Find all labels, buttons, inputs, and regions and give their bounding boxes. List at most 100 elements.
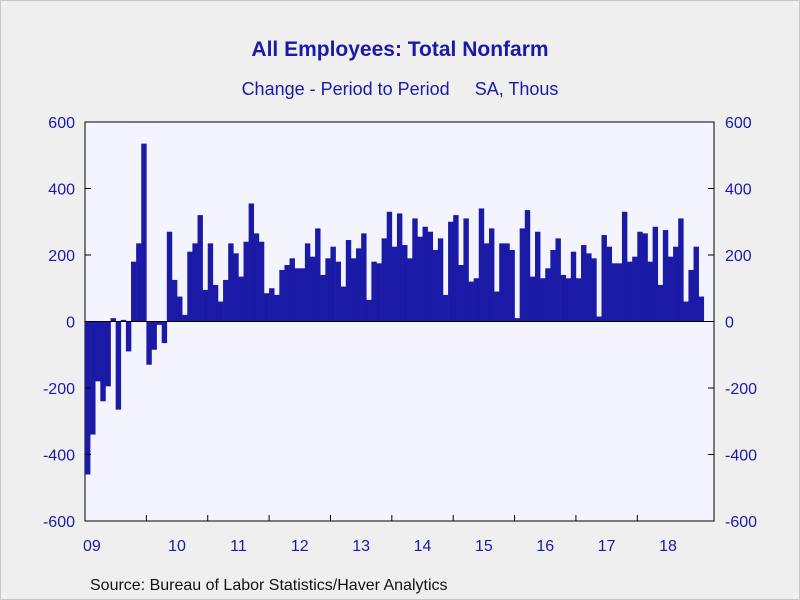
bar — [310, 256, 316, 322]
bar — [304, 243, 311, 322]
bar — [601, 235, 607, 322]
x-tick-label: 11 — [230, 538, 247, 555]
bar — [678, 218, 684, 322]
bar — [238, 276, 244, 322]
y-tick-label-right: 400 — [725, 182, 752, 199]
bar — [197, 215, 203, 322]
bar — [223, 279, 229, 322]
bar — [683, 301, 689, 322]
bar — [299, 268, 306, 322]
bar — [632, 256, 638, 322]
x-tick-label: 16 — [536, 538, 554, 555]
bar — [509, 250, 515, 322]
bar — [161, 321, 168, 344]
bar — [550, 250, 556, 322]
bar — [136, 243, 142, 322]
bar — [315, 228, 321, 322]
x-tick-label: 09 — [83, 538, 101, 555]
bar — [85, 321, 91, 475]
bar — [437, 238, 444, 322]
bar — [412, 218, 418, 322]
y-tick-label-left: 0 — [66, 315, 75, 332]
bar — [166, 231, 173, 322]
bar — [560, 274, 566, 322]
bar — [320, 274, 326, 322]
bar — [125, 321, 132, 352]
bar — [95, 321, 101, 382]
bar — [233, 253, 239, 322]
bar — [350, 258, 357, 322]
bar — [105, 321, 111, 387]
bar — [269, 288, 275, 322]
bar — [606, 246, 613, 322]
bar — [453, 215, 459, 322]
bar — [519, 228, 526, 322]
bar — [565, 278, 572, 322]
bar — [642, 233, 648, 322]
y-tick-label-right: 600 — [725, 115, 752, 132]
bar — [417, 236, 423, 322]
bar — [652, 226, 659, 322]
bar — [100, 321, 106, 402]
bar — [120, 319, 127, 322]
x-tick-label: 13 — [352, 538, 370, 555]
bar — [627, 261, 633, 322]
bar — [667, 256, 674, 322]
bars-group — [85, 143, 705, 475]
bar — [688, 269, 694, 322]
bar — [555, 238, 561, 322]
bar — [187, 251, 193, 322]
bar — [156, 321, 162, 325]
chart-subtitle: Change - Period to Period SA, Thous — [241, 79, 559, 99]
bar — [294, 268, 301, 322]
y-tick-label-left: -600 — [43, 514, 75, 531]
bar — [611, 263, 618, 322]
bar — [151, 321, 157, 350]
bar — [458, 264, 464, 322]
bar — [325, 258, 331, 322]
bar — [228, 243, 234, 322]
bar — [248, 203, 255, 322]
bar — [335, 261, 341, 322]
chart-title: All Employees: Total Nonfarm — [251, 38, 549, 61]
bar — [391, 246, 398, 322]
bar — [345, 240, 352, 322]
y-tick-label-right: -600 — [725, 514, 757, 531]
bar — [545, 268, 551, 322]
bar — [263, 293, 270, 322]
bar — [284, 264, 290, 322]
bar — [427, 231, 434, 322]
bar — [182, 314, 188, 322]
bar — [647, 261, 653, 322]
bar — [340, 286, 347, 322]
bar — [90, 321, 96, 435]
y-tick-label-right: 0 — [725, 315, 734, 332]
x-tick-label: 12 — [291, 538, 309, 555]
y-tick-label-left: -400 — [43, 448, 75, 465]
y-tick-label-left: -200 — [43, 381, 75, 398]
y-tick-label-right: 200 — [725, 248, 752, 265]
bar — [376, 263, 382, 322]
source-note: Source: Bureau of Labor Statistics/Haver… — [90, 577, 448, 594]
y-tick-label-left: 400 — [48, 182, 75, 199]
bar — [422, 226, 428, 322]
x-tick-label: 10 — [168, 538, 186, 555]
bar — [488, 228, 495, 322]
y-tick-label-left: 600 — [48, 115, 75, 132]
bar — [274, 294, 280, 322]
bar — [540, 278, 546, 322]
bar — [524, 210, 531, 322]
y-tick-label-right: -400 — [725, 448, 757, 465]
bar — [146, 321, 152, 365]
bar — [402, 245, 408, 322]
bar — [432, 250, 439, 322]
bar — [243, 241, 249, 322]
bar — [381, 238, 388, 322]
bar — [330, 246, 336, 322]
bar — [371, 261, 377, 322]
bar — [570, 251, 577, 322]
bar — [662, 230, 669, 322]
bar — [483, 243, 490, 322]
bar — [468, 281, 474, 322]
